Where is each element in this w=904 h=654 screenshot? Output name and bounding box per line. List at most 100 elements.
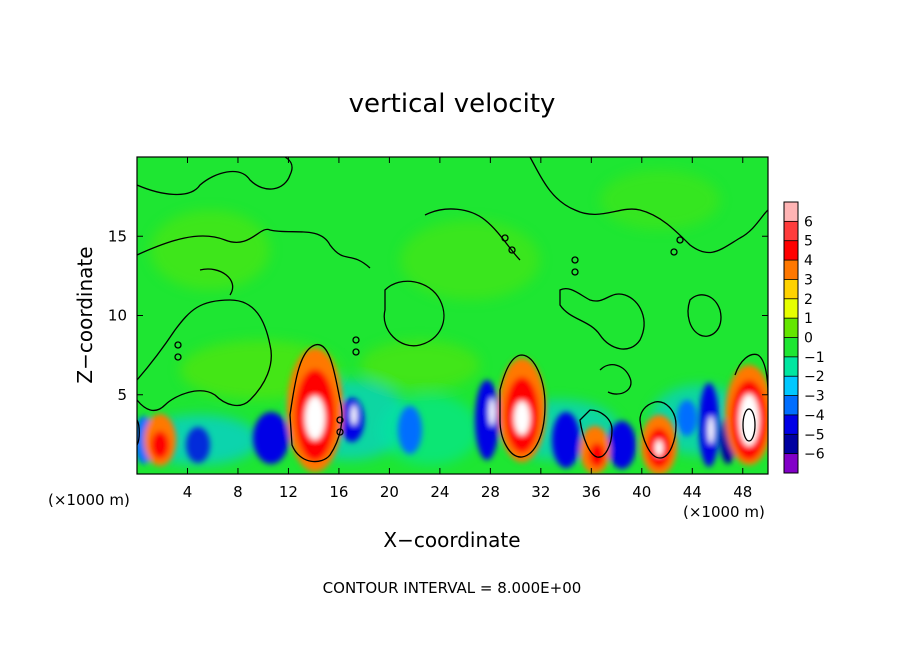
contour-line (571, 268, 579, 276)
field-patch (600, 170, 720, 230)
y-axis-label: Z−coordinate (73, 246, 97, 383)
colorbar-label: 6 (804, 214, 813, 230)
contour-line (352, 348, 360, 356)
x-tick-label: 40 (632, 483, 651, 501)
colorbar-label: 2 (804, 292, 813, 308)
x-tick-label: 24 (430, 483, 449, 501)
colorbar-swatch (784, 356, 798, 377)
contour-lines (137, 157, 768, 463)
x-axis: 4 8 12 16 20 24 28 32 36 40 44 48 (183, 157, 752, 501)
updraft-core (655, 440, 663, 456)
contour-line (383, 280, 445, 347)
contour-line (579, 409, 613, 458)
streak (489, 398, 495, 426)
colorbar-swatch (784, 260, 798, 280)
updraft-core (151, 431, 169, 459)
contour-line (742, 408, 756, 442)
x-tick-label: 28 (481, 483, 500, 501)
contour-line (639, 401, 677, 459)
contour-line (137, 419, 140, 446)
contour-line (174, 341, 182, 349)
streak (351, 405, 357, 425)
colorbar-label: −3 (804, 389, 825, 405)
colorbar-swatch (784, 202, 798, 222)
colorbar-swatch (784, 240, 798, 261)
colorbar-label: −4 (804, 408, 825, 424)
x-axis-label: X−coordinate (383, 528, 520, 552)
streak (708, 416, 714, 444)
x-tick-label: 8 (233, 483, 243, 501)
contour-line (501, 234, 509, 242)
downdraft-core (186, 427, 210, 463)
x-tick-label: 48 (733, 483, 752, 501)
contour-line (352, 336, 360, 344)
contour-line (687, 294, 722, 337)
contour-line (499, 354, 546, 458)
colorbar-swatch (784, 376, 798, 396)
colorbar-label: −1 (804, 350, 825, 366)
x-tick-label: 44 (683, 483, 702, 501)
y-tick-label: 10 (108, 307, 127, 325)
colorbar-label: 3 (804, 272, 813, 288)
contour-line (137, 157, 293, 196)
colorbar-swatch (784, 279, 798, 299)
colorbar-swatch (784, 318, 798, 338)
colorbar-swatch (784, 298, 798, 319)
contour-line (336, 416, 344, 424)
contour-line (734, 353, 768, 396)
colorbar-label: −2 (804, 369, 825, 385)
updraft-core (305, 396, 325, 440)
field-patch (150, 210, 270, 290)
field-cores (137, 348, 768, 474)
y-axis: 5 10 15 (108, 227, 768, 404)
field-patch (380, 395, 480, 465)
contour-line (174, 353, 182, 361)
x-tick-label: 4 (183, 483, 193, 501)
chart-title: vertical velocity (349, 89, 556, 119)
field-patch (400, 220, 540, 300)
downdraft-core (475, 380, 499, 460)
contour-line (676, 236, 684, 244)
updraft-core (739, 394, 759, 446)
contour-line (529, 157, 768, 254)
updraft-core (589, 443, 605, 467)
contour-line (424, 208, 521, 261)
downdraft-core (608, 421, 636, 469)
y-tick-label: 5 (117, 386, 127, 404)
field-patch (360, 340, 480, 390)
downdraft-core (677, 400, 697, 436)
contour-line (199, 268, 234, 296)
x-tick-label: 36 (582, 483, 601, 501)
colorbar-swatch (784, 414, 798, 435)
contour-line (137, 228, 371, 269)
contour-interval-note: CONTOUR INTERVAL = 8.000E+00 (323, 579, 582, 597)
colorbar-swatch (784, 395, 798, 415)
contour-line (559, 288, 645, 350)
colorbar-label: 4 (804, 253, 813, 269)
updraft-core (514, 401, 530, 435)
x-unit-left: (×1000 m) (48, 491, 130, 509)
colorbar-label: −5 (804, 427, 825, 443)
y-tick-label: 15 (108, 227, 127, 245)
x-tick-label: 16 (329, 483, 348, 501)
colorbar-swatch (784, 337, 798, 357)
x-tick-label: 32 (531, 483, 550, 501)
contour-line (670, 248, 678, 256)
colorbar-label: −6 (804, 447, 825, 463)
colorbar-swatch (784, 434, 798, 454)
contour-line (571, 256, 579, 264)
contour-line (137, 299, 272, 412)
colorbar-label: 0 (804, 331, 813, 347)
contour-line (508, 246, 516, 254)
downdraft-core (552, 412, 580, 468)
contour-line (336, 428, 344, 436)
colorbar-label: 1 (804, 311, 813, 327)
downdraft-core (253, 412, 289, 464)
colorbar-swatch (784, 453, 798, 473)
colorbar: 6 5 4 3 2 1 0 −1 −2 −3 −4 −5 −6 (783, 201, 825, 474)
contour-line (599, 364, 632, 395)
heatmap-field (137, 157, 768, 474)
x-unit-right: (×1000 m) (683, 503, 765, 521)
downdraft-core (398, 406, 422, 454)
